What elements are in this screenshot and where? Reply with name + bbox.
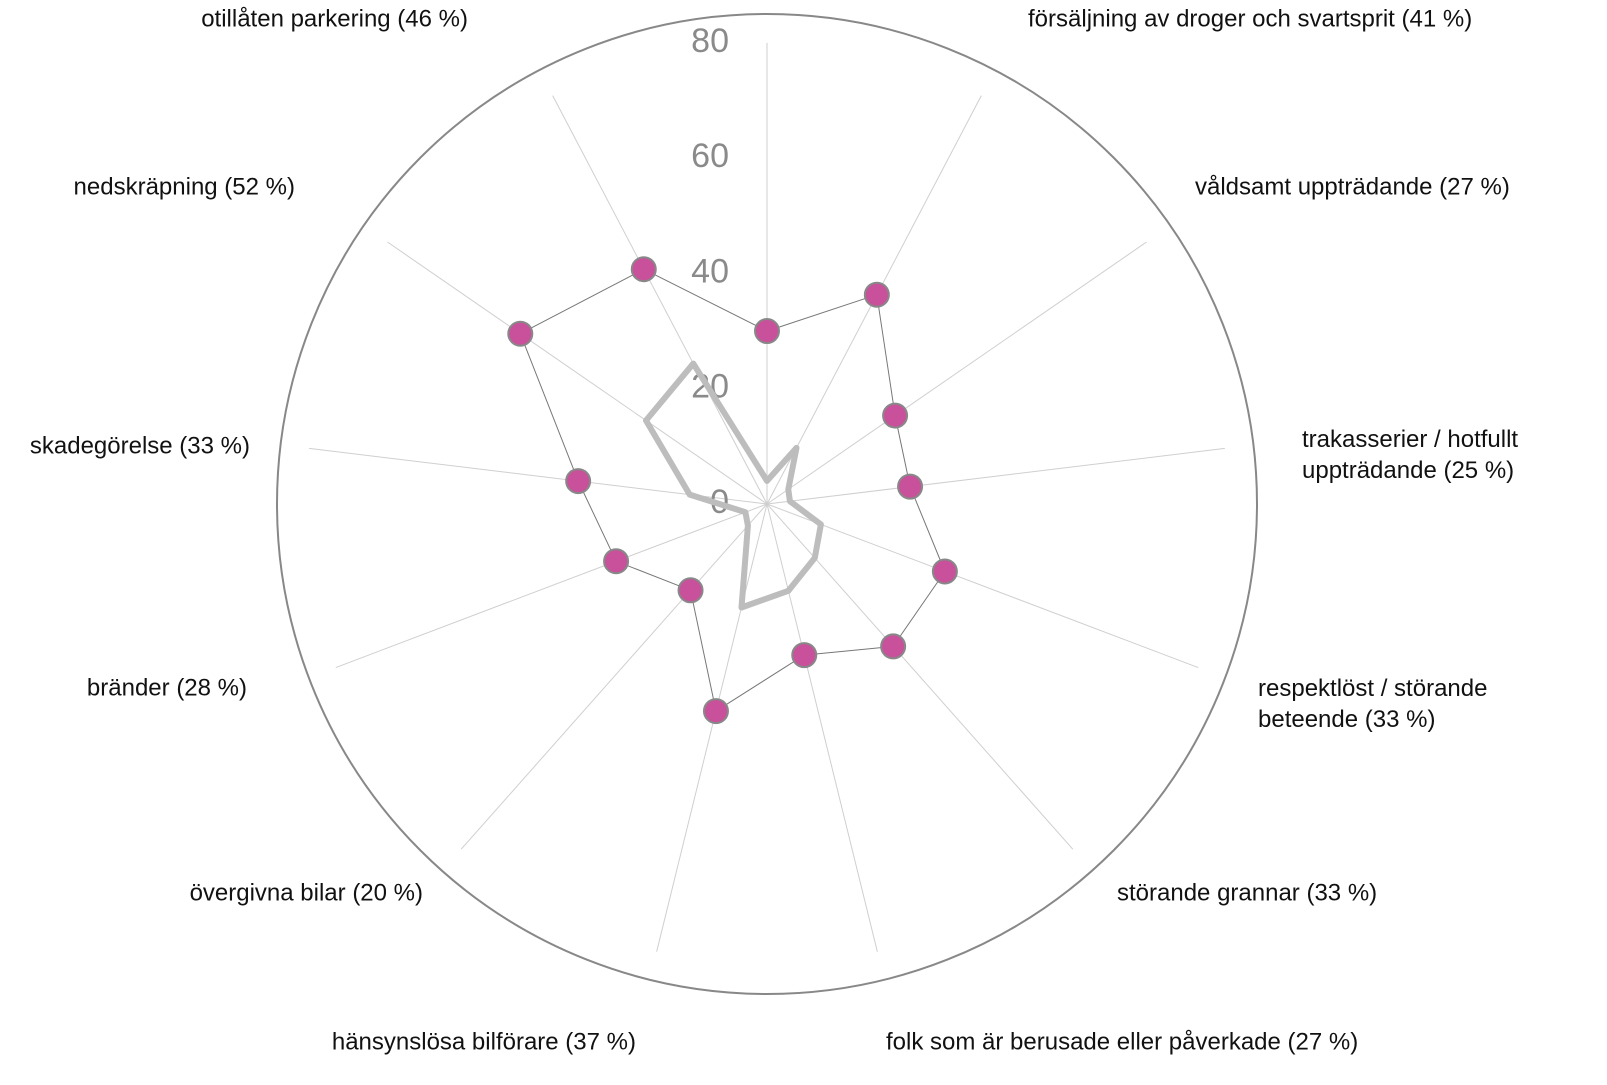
r-tick-label: 40 <box>691 252 729 290</box>
category-label: skadegörelse (33 %) <box>29 432 250 460</box>
spoke <box>766 503 1199 669</box>
data-point <box>630 256 657 283</box>
category-label: övergivna bilar (20 %) <box>189 879 423 907</box>
spoke <box>335 503 768 669</box>
outer-circle <box>276 13 1258 995</box>
data-point <box>882 402 909 429</box>
data-point <box>702 698 729 725</box>
category-label: otillåten parkering (46 %) <box>201 5 468 33</box>
spoke <box>387 241 768 505</box>
data-point <box>565 468 592 495</box>
data-point <box>880 633 907 660</box>
data-point <box>603 548 630 575</box>
spoke <box>766 447 1225 505</box>
category-label: hänsynslösa bilförare (37 %) <box>331 1028 636 1056</box>
data-point <box>754 318 780 345</box>
spoke <box>552 95 768 505</box>
category-label: störande grannar (33 %) <box>1117 879 1378 907</box>
r-tick-label: 80 <box>691 22 729 60</box>
series-line <box>643 360 824 611</box>
category-label: nedskräpning (52 %) <box>73 173 295 201</box>
spoke <box>656 503 768 952</box>
category-label: försäljning av droger och svartsprit (41… <box>1028 5 1473 33</box>
category-label: trakasserier / hotfullt uppträdande (25 … <box>1302 426 1519 484</box>
spoke <box>460 503 768 850</box>
spoke <box>766 503 1074 850</box>
spoke <box>766 503 878 952</box>
category-label: respektlöst / störande beteende (33 %) <box>1258 675 1488 733</box>
data-point <box>507 320 534 347</box>
data-point <box>791 642 818 669</box>
data-point <box>897 473 924 500</box>
grid <box>309 42 1225 952</box>
data-point <box>931 558 958 585</box>
data-point <box>677 577 704 604</box>
category-label: våldsamt uppträdande (27 %) <box>1195 173 1510 201</box>
r-tick-label: 60 <box>691 137 729 175</box>
category-label: folk som är berusade eller påverkade (27… <box>886 1028 1359 1056</box>
category-label: bränder (28 %) <box>86 674 247 702</box>
data-point <box>863 281 890 308</box>
spoke <box>766 241 1147 505</box>
